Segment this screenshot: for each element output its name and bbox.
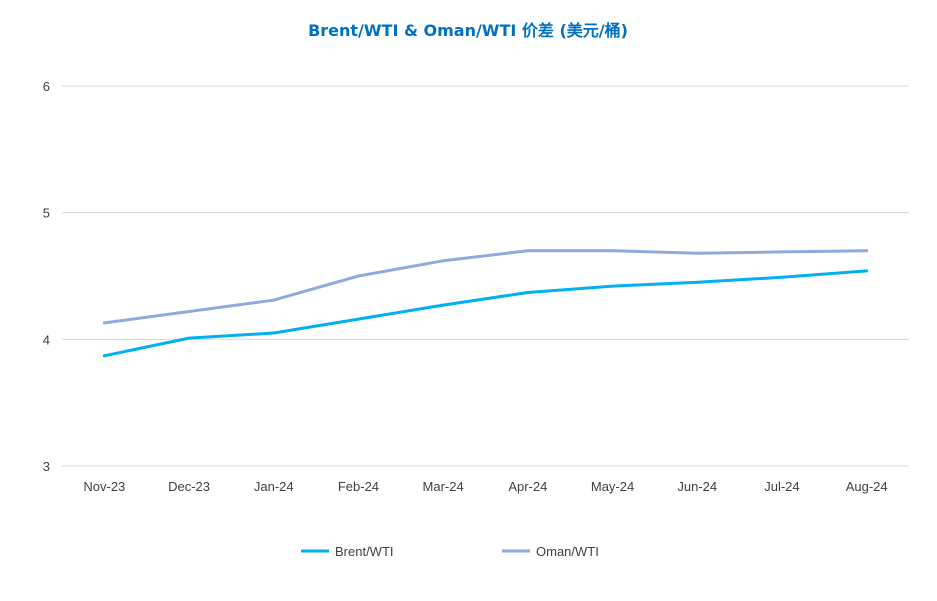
series-lines	[102, 249, 869, 358]
legend-item: Oman/WTI	[502, 544, 599, 559]
data-point	[441, 303, 445, 307]
data-point	[611, 249, 615, 253]
x-tick-label: May-24	[591, 479, 634, 494]
data-point	[356, 274, 360, 278]
data-point	[102, 354, 106, 358]
x-axis: Nov-23 Dec-23 Jan-24 Feb-24 Mar-24 Apr-24 May-…	[83, 479, 887, 494]
y-tick-label: 4	[43, 332, 50, 347]
data-point	[187, 309, 191, 313]
y-tick-label: 6	[43, 79, 50, 94]
chart-title: Brent/WTI & Oman/WTI 价差 (美元/桶)	[308, 21, 628, 40]
data-point	[272, 331, 276, 335]
data-point	[611, 284, 615, 288]
x-tick-label: Jan-24	[254, 479, 294, 494]
x-tick-label: Aug-24	[846, 479, 888, 494]
y-tick-label: 5	[43, 206, 50, 221]
data-point	[695, 280, 699, 284]
data-point	[187, 336, 191, 340]
y-axis: 3 4 5 6	[43, 79, 50, 474]
data-point	[526, 249, 530, 253]
legend-label: Oman/WTI	[536, 544, 599, 559]
data-point	[272, 298, 276, 302]
legend: Brent/WTI Oman/WTI	[301, 544, 599, 559]
x-tick-label: Dec-23	[168, 479, 210, 494]
data-point	[695, 251, 699, 255]
x-tick-label: Jul-24	[764, 479, 799, 494]
data-point	[780, 275, 784, 279]
x-tick-label: Apr-24	[508, 479, 547, 494]
legend-label: Brent/WTI	[335, 544, 394, 559]
grid-lines	[62, 85, 909, 467]
x-tick-label: Mar-24	[423, 479, 464, 494]
data-point	[780, 250, 784, 254]
data-point	[102, 321, 106, 325]
data-point	[865, 249, 869, 253]
legend-item: Brent/WTI	[301, 544, 394, 559]
series-line-brent-wti	[102, 269, 869, 358]
data-point	[526, 290, 530, 294]
x-tick-label: Jun-24	[677, 479, 717, 494]
y-tick-label: 3	[43, 459, 50, 474]
data-point	[865, 269, 869, 273]
series-line-oman-wti	[102, 249, 869, 325]
data-point	[441, 259, 445, 263]
data-point	[356, 317, 360, 321]
x-tick-label: Feb-24	[338, 479, 379, 494]
x-tick-label: Nov-23	[83, 479, 125, 494]
